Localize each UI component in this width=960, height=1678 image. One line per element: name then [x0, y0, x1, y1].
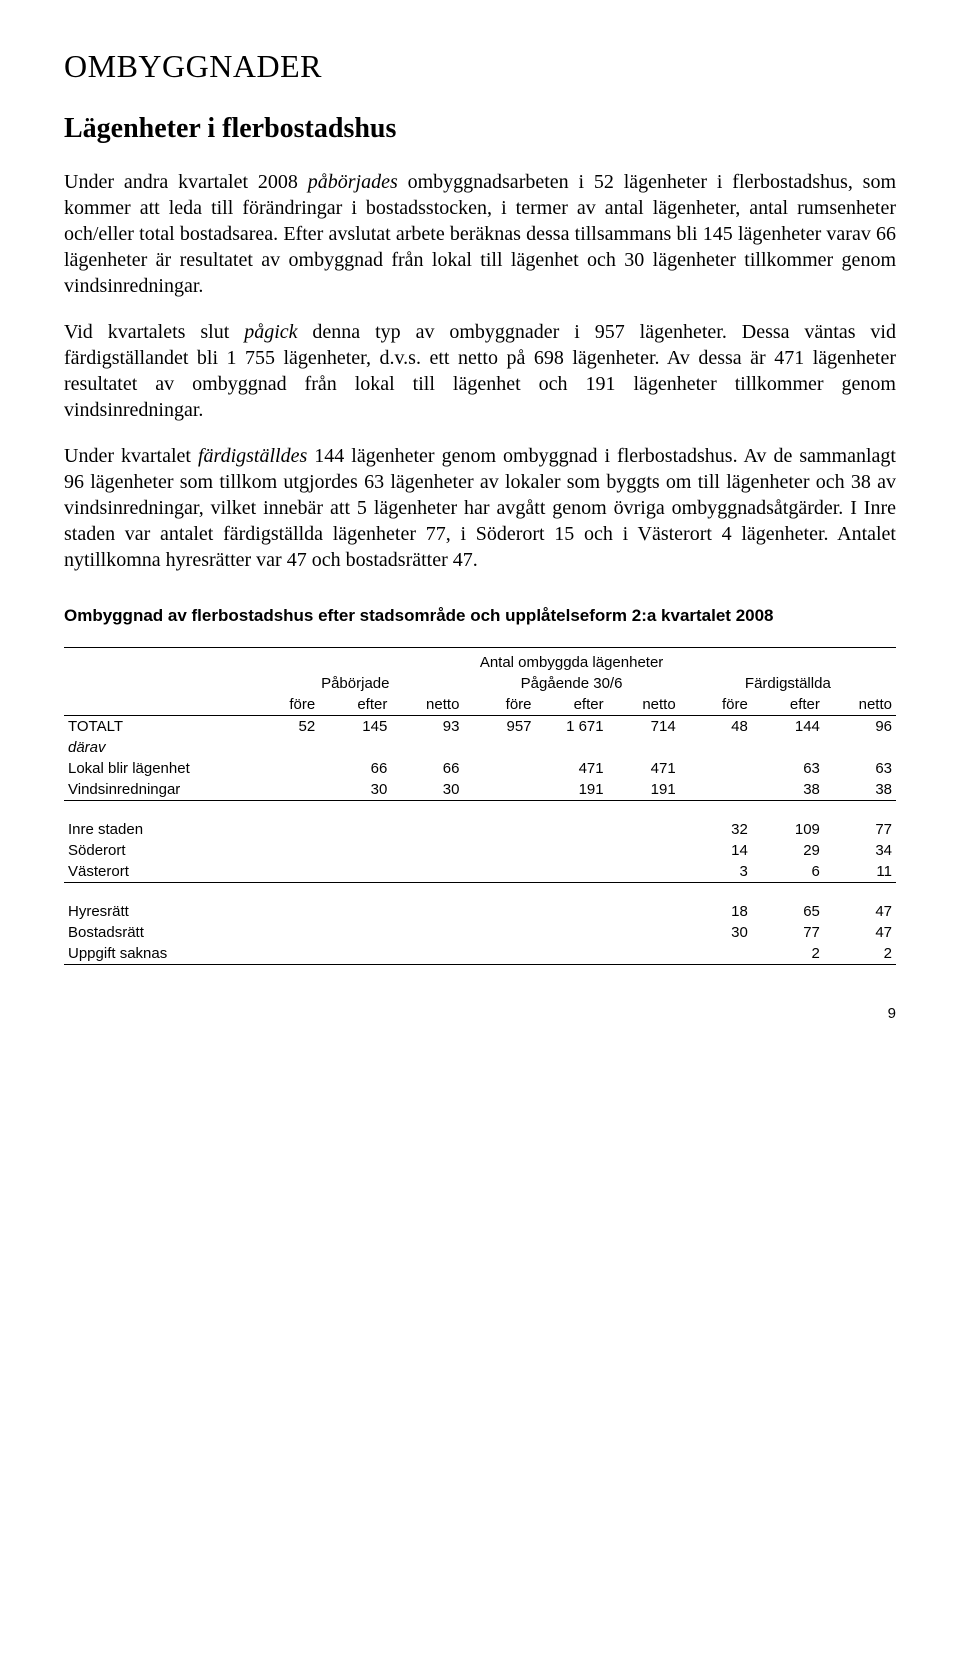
table-spacer — [64, 883, 896, 902]
row-label: Hyresrätt — [64, 901, 247, 922]
table-cell: 66 — [319, 758, 391, 779]
table-row: Inre staden 32 109 77 — [64, 819, 896, 840]
row-label: Lokal blir lägenhet — [64, 758, 247, 779]
table-cell: 38 — [752, 779, 824, 801]
table-cell: 145 — [319, 716, 391, 738]
table-super-header-row: Antal ombyggda lägenheter — [64, 648, 896, 674]
table-cell: 14 — [680, 840, 752, 861]
table-col-header: efter — [752, 694, 824, 716]
table-cell: 3 — [680, 861, 752, 883]
text-run: Under kvartalet — [64, 445, 198, 467]
table-col-header: före — [463, 694, 535, 716]
table-row: Söderort 14 29 34 — [64, 840, 896, 861]
table-col-header: efter — [319, 694, 391, 716]
text-run: Under andra kvartalet 2008 — [64, 171, 308, 193]
row-label: Bostadsrätt — [64, 922, 247, 943]
table-cell: 471 — [608, 758, 680, 779]
table-cell: 30 — [680, 922, 752, 943]
table-cell: 52 — [247, 716, 319, 738]
table-row: Hyresrätt 18 65 47 — [64, 901, 896, 922]
table-cell: 30 — [391, 779, 463, 801]
table-cell: 34 — [824, 840, 896, 861]
table-row: Lokal blir lägenhet 66 66 471 471 63 63 — [64, 758, 896, 779]
table-cell: 29 — [752, 840, 824, 861]
table-row: Uppgift saknas 2 2 — [64, 943, 896, 965]
paragraph-3: Under kvartalet färdigställdes 144 lägen… — [64, 443, 896, 573]
table-col-header-row: före efter netto före efter netto före e… — [64, 694, 896, 716]
table-cell: 77 — [752, 922, 824, 943]
table-group-header-row: Påbörjade Pågående 30/6 Färdigställda — [64, 673, 896, 694]
table-spacer — [64, 801, 896, 820]
table-col-header: före — [247, 694, 319, 716]
row-label: Inre staden — [64, 819, 247, 840]
table-cell: 48 — [680, 716, 752, 738]
table-col-header: netto — [824, 694, 896, 716]
table-cell: 109 — [752, 819, 824, 840]
table-cell: 93 — [391, 716, 463, 738]
table-cell: 471 — [536, 758, 608, 779]
table-cell: 191 — [536, 779, 608, 801]
table-cell: 30 — [319, 779, 391, 801]
table-super-header: Antal ombyggda lägenheter — [247, 648, 896, 674]
table-cell — [680, 758, 752, 779]
text-run: Vid kvartalets slut — [64, 321, 244, 343]
table-cell: 96 — [824, 716, 896, 738]
table-cell: 18 — [680, 901, 752, 922]
table-row: Bostadsrätt 30 77 47 — [64, 922, 896, 943]
table-group-header: Pågående 30/6 — [463, 673, 679, 694]
table-cell — [680, 779, 752, 801]
row-label: Söderort — [64, 840, 247, 861]
table-cell: 66 — [391, 758, 463, 779]
table-col-header: netto — [608, 694, 680, 716]
table-cell: 2 — [824, 943, 896, 965]
page-title: OMBYGGNADER — [64, 48, 896, 85]
table-cell: 144 — [752, 716, 824, 738]
row-label: Västerort — [64, 861, 247, 883]
text-emphasis: påbörjades — [308, 171, 398, 193]
row-label: Uppgift saknas — [64, 943, 247, 965]
table-cell — [680, 943, 752, 965]
table-col-header: efter — [536, 694, 608, 716]
table-cell: 38 — [824, 779, 896, 801]
table-cell: 714 — [608, 716, 680, 738]
table-cell: 11 — [824, 861, 896, 883]
table-cell — [247, 779, 319, 801]
table-group-header: Färdigställda — [680, 673, 896, 694]
table-cell: 6 — [752, 861, 824, 883]
table-cell: 47 — [824, 901, 896, 922]
paragraph-2: Vid kvartalets slut pågick denna typ av … — [64, 319, 896, 423]
paragraph-1: Under andra kvartalet 2008 påbörjades om… — [64, 169, 896, 299]
table-row: Vindsinredningar 30 30 191 191 38 38 — [64, 779, 896, 801]
page-container: OMBYGGNADER Lägenheter i flerbostadshus … — [0, 0, 960, 1062]
table-cell: 1 671 — [536, 716, 608, 738]
text-emphasis: färdigställdes — [198, 445, 307, 467]
table-body: Antal ombyggda lägenheter Påbörjade Pågå… — [64, 648, 896, 965]
text-emphasis: pågick — [244, 321, 297, 343]
row-label: Vindsinredningar — [64, 779, 247, 801]
table-cell — [247, 758, 319, 779]
table-cell — [463, 758, 535, 779]
table-row: därav — [64, 737, 896, 758]
table-cell: 63 — [752, 758, 824, 779]
row-label: TOTALT — [64, 716, 247, 738]
table-cell: 957 — [463, 716, 535, 738]
table-cell: 65 — [752, 901, 824, 922]
table-cell: 77 — [824, 819, 896, 840]
table-cell: 47 — [824, 922, 896, 943]
table-cell: 63 — [824, 758, 896, 779]
table-col-header: netto — [391, 694, 463, 716]
data-table: Antal ombyggda lägenheter Påbörjade Pågå… — [64, 647, 896, 965]
row-label: därav — [64, 737, 247, 758]
table-cell — [463, 779, 535, 801]
table-group-header: Påbörjade — [247, 673, 463, 694]
page-number: 9 — [64, 1005, 896, 1022]
table-title: Ombyggnad av flerbostadshus efter stadso… — [64, 605, 896, 627]
section-heading: Lägenheter i flerbostadshus — [64, 113, 896, 145]
table-cell: 2 — [752, 943, 824, 965]
table-row: Västerort 3 6 11 — [64, 861, 896, 883]
table-col-header: före — [680, 694, 752, 716]
table-row: TOTALT 52 145 93 957 1 671 714 48 144 96 — [64, 716, 896, 738]
table-cell: 191 — [608, 779, 680, 801]
table-cell: 32 — [680, 819, 752, 840]
